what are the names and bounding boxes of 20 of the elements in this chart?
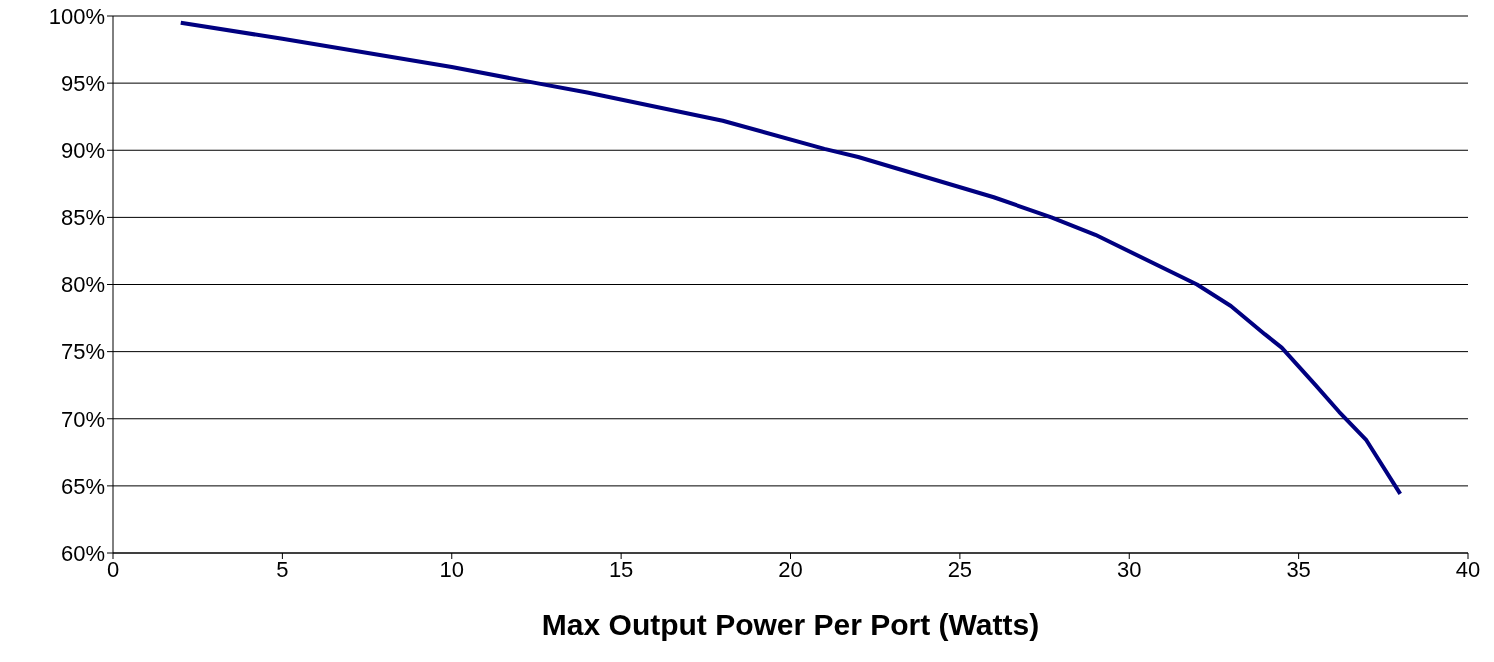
x-tick-label: 25 [947, 556, 973, 582]
y-tick-label: 80% [60, 272, 105, 298]
y-tick-label: 75% [60, 339, 105, 365]
y-tick-label: 65% [60, 473, 105, 499]
y-tick-label: 60% [60, 540, 105, 566]
x-tick-label: 5 [276, 556, 289, 582]
line-series [178, 20, 1403, 496]
y-tick-label: 85% [60, 205, 105, 231]
x-tick-label: 35 [1286, 556, 1311, 582]
y-tick-label: 90% [60, 138, 105, 164]
x-tick-label: 40 [1455, 556, 1481, 582]
x-tick-label: 15 [608, 556, 634, 582]
y-tick-label: 70% [60, 406, 105, 432]
x-tick-label: 10 [439, 556, 464, 582]
x-tick-label: 20 [778, 556, 803, 582]
x-tick-label: 30 [1117, 556, 1142, 582]
y-tick-label: 100% [48, 3, 105, 29]
x-tick-label: 0 [106, 556, 120, 582]
x-axis-title: Max Output Power Per Port (Watts) [541, 608, 1040, 641]
y-tick-label: 95% [60, 70, 105, 96]
